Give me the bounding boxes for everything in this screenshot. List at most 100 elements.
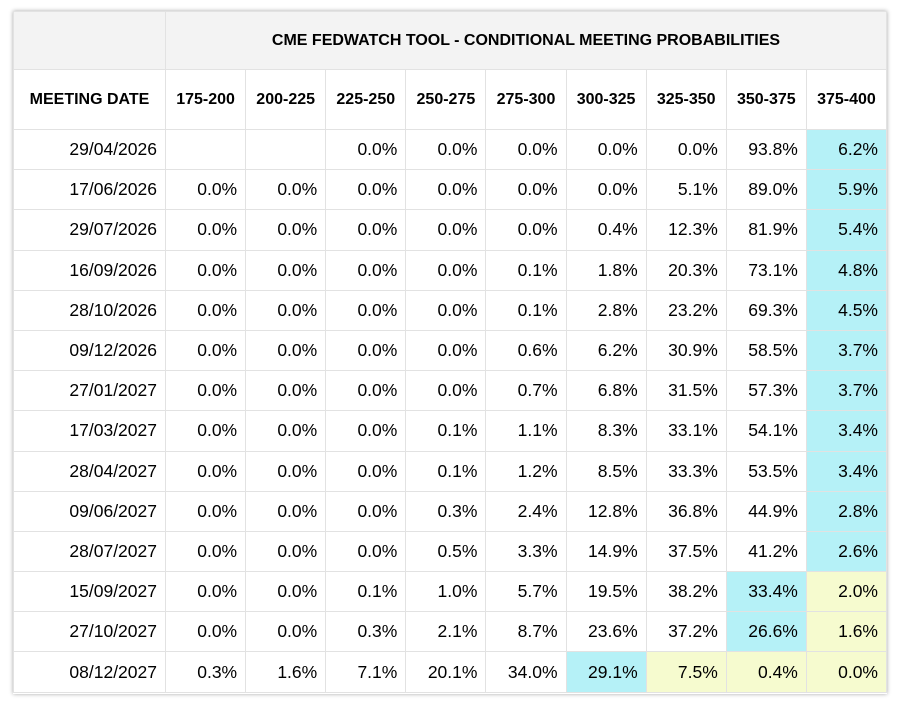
probability-cell: 0.1% xyxy=(485,289,567,331)
probability-cell: 5.9% xyxy=(805,169,888,211)
probability-cell: 12.8% xyxy=(565,490,647,532)
probability-cell: 19.5% xyxy=(565,571,647,613)
probability-cell: 5.7% xyxy=(485,571,567,613)
probability-cell: 89.0% xyxy=(725,169,807,211)
probability-cell: 7.1% xyxy=(325,651,407,693)
probability-cell: 0.0% xyxy=(325,128,407,171)
column-header: MEETING DATE xyxy=(13,69,166,130)
probability-cell: 0.0% xyxy=(405,249,487,291)
probability-cell xyxy=(245,128,327,171)
probability-cell: 0.3% xyxy=(164,651,247,693)
probability-cell: 26.6% xyxy=(725,611,807,653)
probability-cell: 8.3% xyxy=(565,410,647,452)
probability-cell: 4.5% xyxy=(805,289,888,331)
meeting-date: 28/10/2026 xyxy=(13,289,166,331)
meeting-date: 08/12/2027 xyxy=(13,651,166,693)
column-header: 375-400 xyxy=(805,69,888,130)
probability-cell: 0.0% xyxy=(245,370,327,412)
probability-cell: 0.0% xyxy=(565,128,647,171)
probability-cell: 0.0% xyxy=(485,209,567,251)
probability-cell: 0.0% xyxy=(245,450,327,492)
probability-cell: 1.2% xyxy=(485,450,567,492)
probability-cell: 33.3% xyxy=(645,450,727,492)
probability-table: CME FEDWATCH TOOL - CONDITIONAL MEETING … xyxy=(13,11,888,693)
table-row: 29/04/2026 0.0% 0.0% 0.0% 0.0% 0.0% 93.8% 6.2% xyxy=(13,128,888,171)
probability-cell: 0.0% xyxy=(485,128,567,171)
meeting-date: 27/01/2027 xyxy=(13,370,166,412)
meeting-date: 17/03/2027 xyxy=(13,410,166,452)
probability-cell: 58.5% xyxy=(725,329,807,372)
probability-cell: 81.9% xyxy=(725,209,807,251)
probability-cell: 0.0% xyxy=(325,289,407,331)
probability-cell: 8.5% xyxy=(565,450,647,492)
meeting-date: 15/09/2027 xyxy=(13,571,166,613)
probability-cell: 0.7% xyxy=(485,370,567,412)
meeting-date: 28/04/2027 xyxy=(13,450,166,492)
probability-cell: 0.0% xyxy=(245,611,327,653)
probability-cell: 6.2% xyxy=(805,128,888,171)
probability-cell: 29.1% xyxy=(565,651,647,693)
table-row: 16/09/2026 0.0% 0.0% 0.0% 0.0% 0.1% 1.8% 20.3% 7… xyxy=(13,249,888,291)
column-header: 175-200 xyxy=(164,69,247,130)
probability-cell: 14.9% xyxy=(565,530,647,573)
probability-cell: 0.0% xyxy=(325,530,407,573)
probability-cell: 0.5% xyxy=(405,530,487,573)
probability-cell: 0.0% xyxy=(405,370,487,412)
probability-cell: 12.3% xyxy=(645,209,727,251)
probability-cell: 3.4% xyxy=(805,410,888,452)
probability-cell: 69.3% xyxy=(725,289,807,331)
probability-cell: 6.8% xyxy=(565,370,647,412)
probability-cell: 0.0% xyxy=(245,289,327,331)
probability-cell: 57.3% xyxy=(725,370,807,412)
probability-cell: 0.0% xyxy=(325,329,407,372)
meeting-date: 29/04/2026 xyxy=(13,128,166,171)
probability-cell: 0.0% xyxy=(164,530,247,573)
probability-cell: 93.8% xyxy=(725,128,807,171)
probability-cell: 36.8% xyxy=(645,490,727,532)
table-row: 17/06/2026 0.0% 0.0% 0.0% 0.0% 0.0% 0.0% 5.1% 89… xyxy=(13,169,888,211)
column-header: 300-325 xyxy=(565,69,647,130)
table-row: 27/10/2027 0.0% 0.0% 0.3% 2.1% 8.7% 23.6% 37.2%… xyxy=(13,611,888,653)
probability-cell: 0.0% xyxy=(325,169,407,211)
probability-cell: 38.2% xyxy=(645,571,727,613)
meeting-date: 29/07/2026 xyxy=(13,209,166,251)
probability-cell: 0.3% xyxy=(325,611,407,653)
probability-cell: 0.0% xyxy=(245,410,327,452)
meeting-date: 09/06/2027 xyxy=(13,490,166,532)
probability-cell: 1.6% xyxy=(805,611,888,653)
table-row: 17/03/2027 0.0% 0.0% 0.0% 0.1% 1.1% 8.3% 33.1% 5… xyxy=(13,410,888,452)
meeting-date: 17/06/2026 xyxy=(13,169,166,211)
probability-cell: 0.0% xyxy=(405,128,487,171)
probability-cell: 73.1% xyxy=(725,249,807,291)
probability-cell: 0.3% xyxy=(405,490,487,532)
probability-cell: 0.0% xyxy=(325,370,407,412)
probability-cell: 2.1% xyxy=(405,611,487,653)
probability-cell: 0.0% xyxy=(805,651,888,693)
meeting-date: 28/07/2027 xyxy=(13,530,166,573)
probability-cell: 41.2% xyxy=(725,530,807,573)
probability-cell: 1.6% xyxy=(245,651,327,693)
probability-cell: 0.0% xyxy=(325,410,407,452)
probability-cell: 53.5% xyxy=(725,450,807,492)
probability-cell: 4.8% xyxy=(805,249,888,291)
probability-cell: 2.8% xyxy=(805,490,888,532)
probability-cell: 0.0% xyxy=(405,329,487,372)
column-header: 275-300 xyxy=(485,69,567,130)
probability-cell: 0.0% xyxy=(164,450,247,492)
probability-cell: 3.7% xyxy=(805,370,888,412)
probability-cell: 0.0% xyxy=(164,490,247,532)
probability-cell: 34.0% xyxy=(485,651,567,693)
probability-cell: 2.0% xyxy=(805,571,888,613)
table-row: 28/07/2027 0.0% 0.0% 0.0% 0.5% 3.3% 14.9% 37.5%… xyxy=(13,530,888,573)
table-row: 27/01/2027 0.0% 0.0% 0.0% 0.0% 0.7% 6.8% 31.5% 5… xyxy=(13,370,888,412)
probability-cell: 30.9% xyxy=(645,329,727,372)
probability-cell: 0.0% xyxy=(164,370,247,412)
table-row: 15/09/2027 0.0% 0.0% 0.1% 1.0% 5.7% 19.5% 38.2%… xyxy=(13,571,888,613)
probability-cell: 0.4% xyxy=(725,651,807,693)
probability-cell: 2.8% xyxy=(565,289,647,331)
probability-cell: 0.0% xyxy=(245,169,327,211)
column-header: 325-350 xyxy=(645,69,727,130)
probability-cell: 0.0% xyxy=(325,249,407,291)
table-body: 29/04/2026 0.0% 0.0% 0.0% 0.0% 0.0% 93.8% 6.2% 1… xyxy=(13,128,888,693)
probability-cell: 0.0% xyxy=(245,249,327,291)
